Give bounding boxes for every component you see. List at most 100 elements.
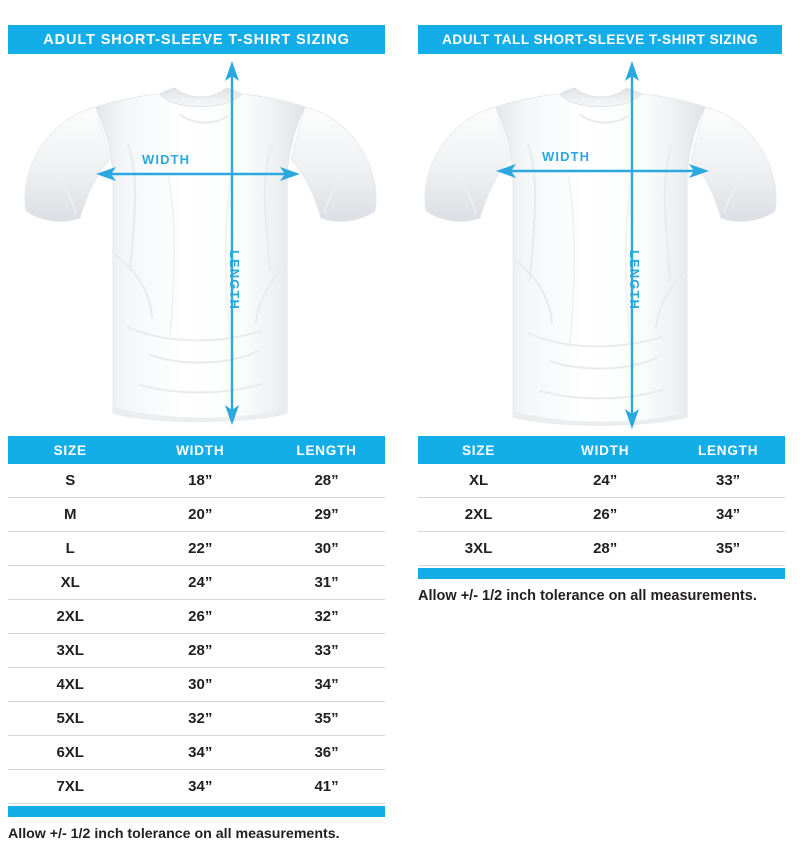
cell-width: 34” (188, 778, 213, 795)
tolerance-note-adult: Allow +/- 1/2 inch tolerance on all meas… (8, 826, 340, 842)
length-label-adult: LENGTH (227, 250, 242, 311)
tolerance-note-adult-tall: Allow +/- 1/2 inch tolerance on all meas… (418, 588, 757, 604)
column-header-length: LENGTH (697, 442, 759, 458)
sleeve-left (24, 106, 111, 222)
cell-size: XL (60, 574, 80, 591)
table-row: XL 24” 33” (418, 464, 785, 498)
column-header-width: WIDTH (176, 442, 225, 458)
shirt-diagram-adult-tall: WIDTH LENGTH (400, 55, 800, 430)
fabric-folds (114, 114, 287, 394)
cell-length: 33” (716, 472, 741, 489)
cell-size: 3XL (464, 540, 493, 557)
cell-size: 7XL (56, 778, 84, 795)
cell-width: 18” (188, 472, 213, 489)
cell-length: 28” (314, 472, 339, 489)
table-header-row-adult: SIZE WIDTH LENGTH (8, 436, 385, 464)
cell-size: 5XL (56, 710, 84, 727)
cell-size: XL (468, 472, 489, 489)
hem-shadow (513, 411, 687, 426)
shirt-body (495, 93, 706, 425)
table-row: 2XL 26” 32” (8, 600, 385, 634)
length-arrow-head-top (625, 61, 639, 81)
width-arrow-head-right (280, 167, 300, 181)
cell-width: 20” (188, 506, 213, 523)
cell-length: 34” (716, 506, 741, 523)
size-table-adult: SIZE WIDTH LENGTH S 18” 28” M 20” 29” L … (8, 436, 385, 842)
panel-title-adult: ADULT SHORT-SLEEVE T-SHIRT SIZING (43, 31, 350, 48)
cell-size: S (65, 472, 76, 489)
tshirt-illustration-adult (24, 61, 377, 425)
cell-width: 28” (188, 642, 213, 659)
cell-size: 4XL (56, 676, 84, 693)
length-arrow-head-bottom (225, 405, 239, 425)
measurement-arrows-adult-tall (496, 61, 709, 429)
cell-size: 2XL (464, 506, 493, 523)
cell-width: 22” (188, 540, 213, 557)
shirt-body (95, 93, 306, 422)
fabric-folds-secondary (447, 164, 753, 344)
length-arrow-head-bottom (625, 409, 639, 429)
shirt-collar (159, 87, 242, 108)
table-row: 4XL 30” 34” (8, 668, 385, 702)
cell-length: 41” (314, 778, 339, 795)
cell-size: 6XL (56, 744, 84, 761)
sleeve-right (290, 106, 377, 222)
table-row: 2XL 26” 34” (418, 498, 785, 532)
tshirt-illustration-adult-tall (424, 61, 777, 429)
cell-size: 2XL (56, 608, 84, 625)
length-arrow-head-top (225, 61, 239, 81)
shirt-diagram-adult: WIDTH LENGTH (0, 55, 400, 430)
table-row: 5XL 32” 35” (8, 702, 385, 736)
cell-length: 35” (716, 540, 741, 557)
sleeve-right (690, 106, 777, 222)
length-label-adult-tall: LENGTH (627, 250, 642, 311)
column-header-size: SIZE (461, 442, 496, 458)
cell-width: 28” (593, 540, 618, 557)
width-arrow-head-left (96, 167, 116, 181)
width-arrow-head-left (496, 164, 516, 178)
cell-length: 36” (314, 744, 339, 761)
table-row: 3XL 28” 35” (418, 532, 785, 566)
fabric-folds-secondary (47, 164, 353, 336)
table-row: 3XL 28” 33” (8, 634, 385, 668)
cell-length: 35” (314, 710, 339, 727)
table-row: XL 24” 31” (8, 566, 385, 600)
panel-adult-tall: ADULT TALL SHORT-SLEEVE T-SHIRT SIZING (400, 0, 800, 800)
width-arrow-head-right (689, 164, 709, 178)
size-table-adult-tall: SIZE WIDTH LENGTH XL 24” 33” 2XL 26” 34”… (418, 436, 785, 604)
width-label-adult-tall: WIDTH (542, 149, 591, 164)
table-footer-bar-adult-tall (418, 568, 785, 579)
cell-length: 31” (314, 574, 339, 591)
panel-title-bar-adult: ADULT SHORT-SLEEVE T-SHIRT SIZING (8, 25, 385, 54)
cell-width: 24” (593, 472, 618, 489)
panel-title-bar-adult-tall: ADULT TALL SHORT-SLEEVE T-SHIRT SIZING (418, 25, 782, 54)
cell-length: 32” (314, 608, 339, 625)
cell-size: L (65, 540, 75, 557)
cell-width: 32” (188, 710, 213, 727)
cell-length: 30” (314, 540, 339, 557)
table-footer-bar-adult (8, 806, 385, 817)
cell-length: 34” (314, 676, 339, 693)
table-row: 7XL 34” 41” (8, 770, 385, 804)
cell-size: 3XL (56, 642, 84, 659)
table-header-row-adult-tall: SIZE WIDTH LENGTH (418, 436, 785, 464)
panel-adult-standard: ADULT SHORT-SLEEVE T-SHIRT SIZING (0, 0, 400, 842)
table-row: S 18” 28” (8, 464, 385, 498)
cell-width: 34” (188, 744, 213, 761)
column-header-size: SIZE (53, 442, 87, 458)
cell-length: 33” (314, 642, 339, 659)
hem-shadow (113, 407, 287, 422)
table-row: M 20” 29” (8, 498, 385, 532)
table-row: 6XL 34” 36” (8, 736, 385, 770)
width-label-adult: WIDTH (142, 152, 191, 167)
cell-width: 24” (188, 574, 213, 591)
cell-width: 30” (188, 676, 213, 693)
sleeve-left (424, 106, 511, 222)
fabric-folds (514, 114, 687, 400)
cell-width: 26” (188, 608, 213, 625)
column-header-length: LENGTH (296, 442, 357, 458)
cell-size: M (63, 506, 77, 523)
measurement-arrows-adult (96, 61, 300, 425)
column-header-width: WIDTH (581, 442, 630, 458)
cell-length: 29” (314, 506, 339, 523)
